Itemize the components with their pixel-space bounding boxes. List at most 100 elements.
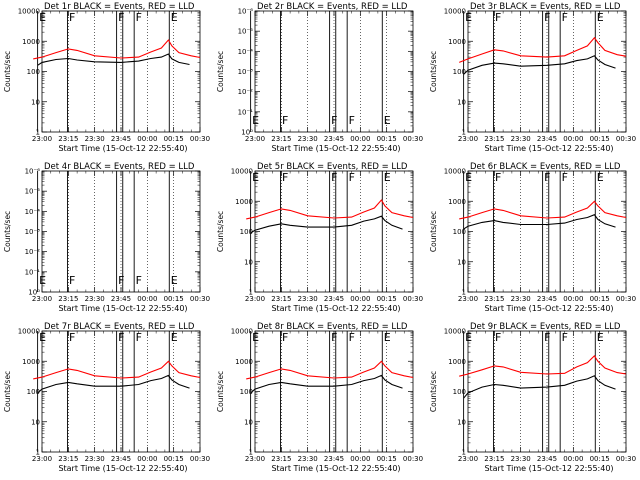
y-tick-label: 10 (31, 98, 40, 106)
y-tick-label: 10⁻¹ (25, 268, 41, 276)
y-axis-label: Counts/sec (429, 211, 438, 252)
series-lld-red (459, 200, 627, 220)
x-tick-label: 00:00 (137, 455, 157, 463)
y-tick-label: 10000 (444, 8, 466, 16)
detector-panel: Det 6r BLACK = Events, RED = LLD 1 10 100 10… (426, 160, 639, 320)
y-tick-label: 10 (244, 258, 253, 266)
y-axis-label: Counts/sec (216, 211, 225, 252)
x-tick-label: 00:00 (563, 295, 583, 303)
y-tick-label: 10⁻⁴ (25, 208, 41, 216)
flag-label: F (349, 331, 355, 344)
flag-label: F (349, 171, 355, 184)
y-tick-label: 1 (36, 129, 40, 137)
x-tick-label: 23:00 (32, 135, 52, 143)
x-axis-label: Start Time (15-Oct-12 22:55:40) (271, 144, 400, 153)
x-tick-label: 23:45 (324, 135, 344, 143)
series-events-black (250, 215, 403, 234)
x-axis-label: Start Time (15-Oct-12 22:55:40) (484, 144, 613, 153)
y-tick-label: 10000 (444, 328, 466, 336)
panel-title: Det 1r BLACK = Events, RED = LLD (44, 2, 195, 12)
flag-label: F (562, 331, 568, 344)
flag-label: F (136, 11, 142, 24)
y-tick-label: 10000 (231, 328, 253, 336)
detector-panel: Det 9r BLACK = Events, RED = LLD 1 10 100 10… (426, 320, 639, 480)
panel-plot: Det 1r BLACK = Events, RED = LLD 1 10 100 10… (3, 2, 210, 153)
series-events-black (37, 374, 190, 394)
flag-label: F (136, 331, 142, 344)
flag-label: E (252, 114, 259, 127)
y-tick-label: 10⁻⁶ (238, 8, 254, 16)
y-tick-label: 100 (453, 68, 466, 76)
y-tick-label: 100 (240, 388, 253, 396)
x-axis-label: Start Time (15-Oct-12 22:55:40) (271, 464, 400, 473)
y-axis-label: Counts/sec (429, 371, 438, 412)
y-tick-label: 10000 (18, 8, 40, 16)
y-tick-label: 10⁻³ (238, 68, 254, 76)
y-tick-label: 1000 (22, 358, 40, 366)
x-tick-label: 23:00 (245, 455, 265, 463)
x-tick-label: 00:15 (164, 135, 184, 143)
flag-label: F (118, 274, 124, 287)
panel-plot: Det 3r BLACK = Events, RED = LLD 1 10 100 10… (429, 2, 636, 153)
flag-label: E (597, 171, 604, 184)
flag-label: F (331, 331, 337, 344)
x-tick-label: 00:30 (190, 295, 210, 303)
y-tick-label: 10⁻⁶ (25, 168, 41, 176)
x-tick-label: 00:00 (137, 295, 157, 303)
flag-label: E (171, 11, 178, 24)
flag-label: F (282, 331, 288, 344)
y-tick-label: 10 (457, 418, 466, 426)
detector-panel: Det 2r BLACK = Events, RED = LLD 10⁰ 10⁻¹ 1… (213, 0, 426, 160)
x-tick-label: 23:30 (298, 455, 318, 463)
flag-label: E (384, 171, 391, 184)
x-axis-label: Start Time (15-Oct-12 22:55:40) (58, 144, 187, 153)
flag-label: E (597, 331, 604, 344)
y-tick-label: 10⁻⁵ (238, 28, 254, 36)
x-axis-label: Start Time (15-Oct-12 22:55:40) (484, 304, 613, 313)
flag-label: E (465, 11, 472, 24)
x-tick-label: 23:45 (537, 135, 557, 143)
flag-label: E (39, 331, 46, 344)
flag-label: F (282, 114, 288, 127)
x-axis-label: Start Time (15-Oct-12 22:55:40) (484, 464, 613, 473)
x-tick-label: 23:15 (484, 295, 504, 303)
panel-plot: Det 5r BLACK = Events, RED = LLD 1 10 100 10… (216, 162, 423, 313)
panel-plot: Det 8r BLACK = Events, RED = LLD 1 10 100 10… (216, 322, 423, 473)
x-tick-label: 00:30 (190, 135, 210, 143)
y-axis-label: Counts/sec (3, 51, 12, 92)
panel-plot: Det 2r BLACK = Events, RED = LLD 10⁰ 10⁻¹ 1… (216, 2, 423, 153)
x-tick-label: 00:30 (403, 135, 423, 143)
series-lld-red (246, 360, 414, 380)
series-lld-red (458, 36, 627, 63)
y-tick-label: 1 (462, 449, 466, 457)
y-tick-label: 1000 (448, 198, 466, 206)
y-tick-label: 10⁻² (25, 248, 41, 256)
y-tick-label: 1 (249, 449, 253, 457)
x-tick-label: 23:30 (85, 295, 105, 303)
y-tick-label: 1000 (235, 198, 253, 206)
x-tick-label: 00:15 (164, 455, 184, 463)
x-tick-label: 00:00 (350, 455, 370, 463)
x-tick-label: 23:45 (111, 295, 131, 303)
x-tick-label: 23:30 (298, 295, 318, 303)
detector-panel: Det 7r BLACK = Events, RED = LLD 1 10 100 10… (0, 320, 213, 480)
y-tick-label: 100 (453, 388, 466, 396)
x-tick-label: 00:30 (190, 455, 210, 463)
flag-label: F (495, 331, 501, 344)
x-tick-label: 00:30 (616, 135, 636, 143)
panel-title: Det 8r BLACK = Events, RED = LLD (257, 322, 408, 332)
x-tick-label: 00:00 (137, 135, 157, 143)
y-tick-label: 100 (453, 228, 466, 236)
detector-panel: Det 4r BLACK = Events, RED = LLD 10⁰ 10⁻¹ 1… (0, 160, 213, 320)
flag-label: E (252, 331, 259, 344)
x-tick-label: 23:45 (324, 295, 344, 303)
flag-label: F (495, 171, 501, 184)
panel-title: Det 9r BLACK = Events, RED = LLD (470, 322, 621, 332)
y-tick-label: 10⁻¹ (238, 108, 254, 116)
flag-label: E (465, 331, 472, 344)
x-axis-label: Start Time (15-Oct-12 22:55:40) (271, 304, 400, 313)
flag-label: E (171, 274, 178, 287)
x-tick-label: 23:15 (58, 295, 78, 303)
x-tick-label: 23:45 (111, 455, 131, 463)
